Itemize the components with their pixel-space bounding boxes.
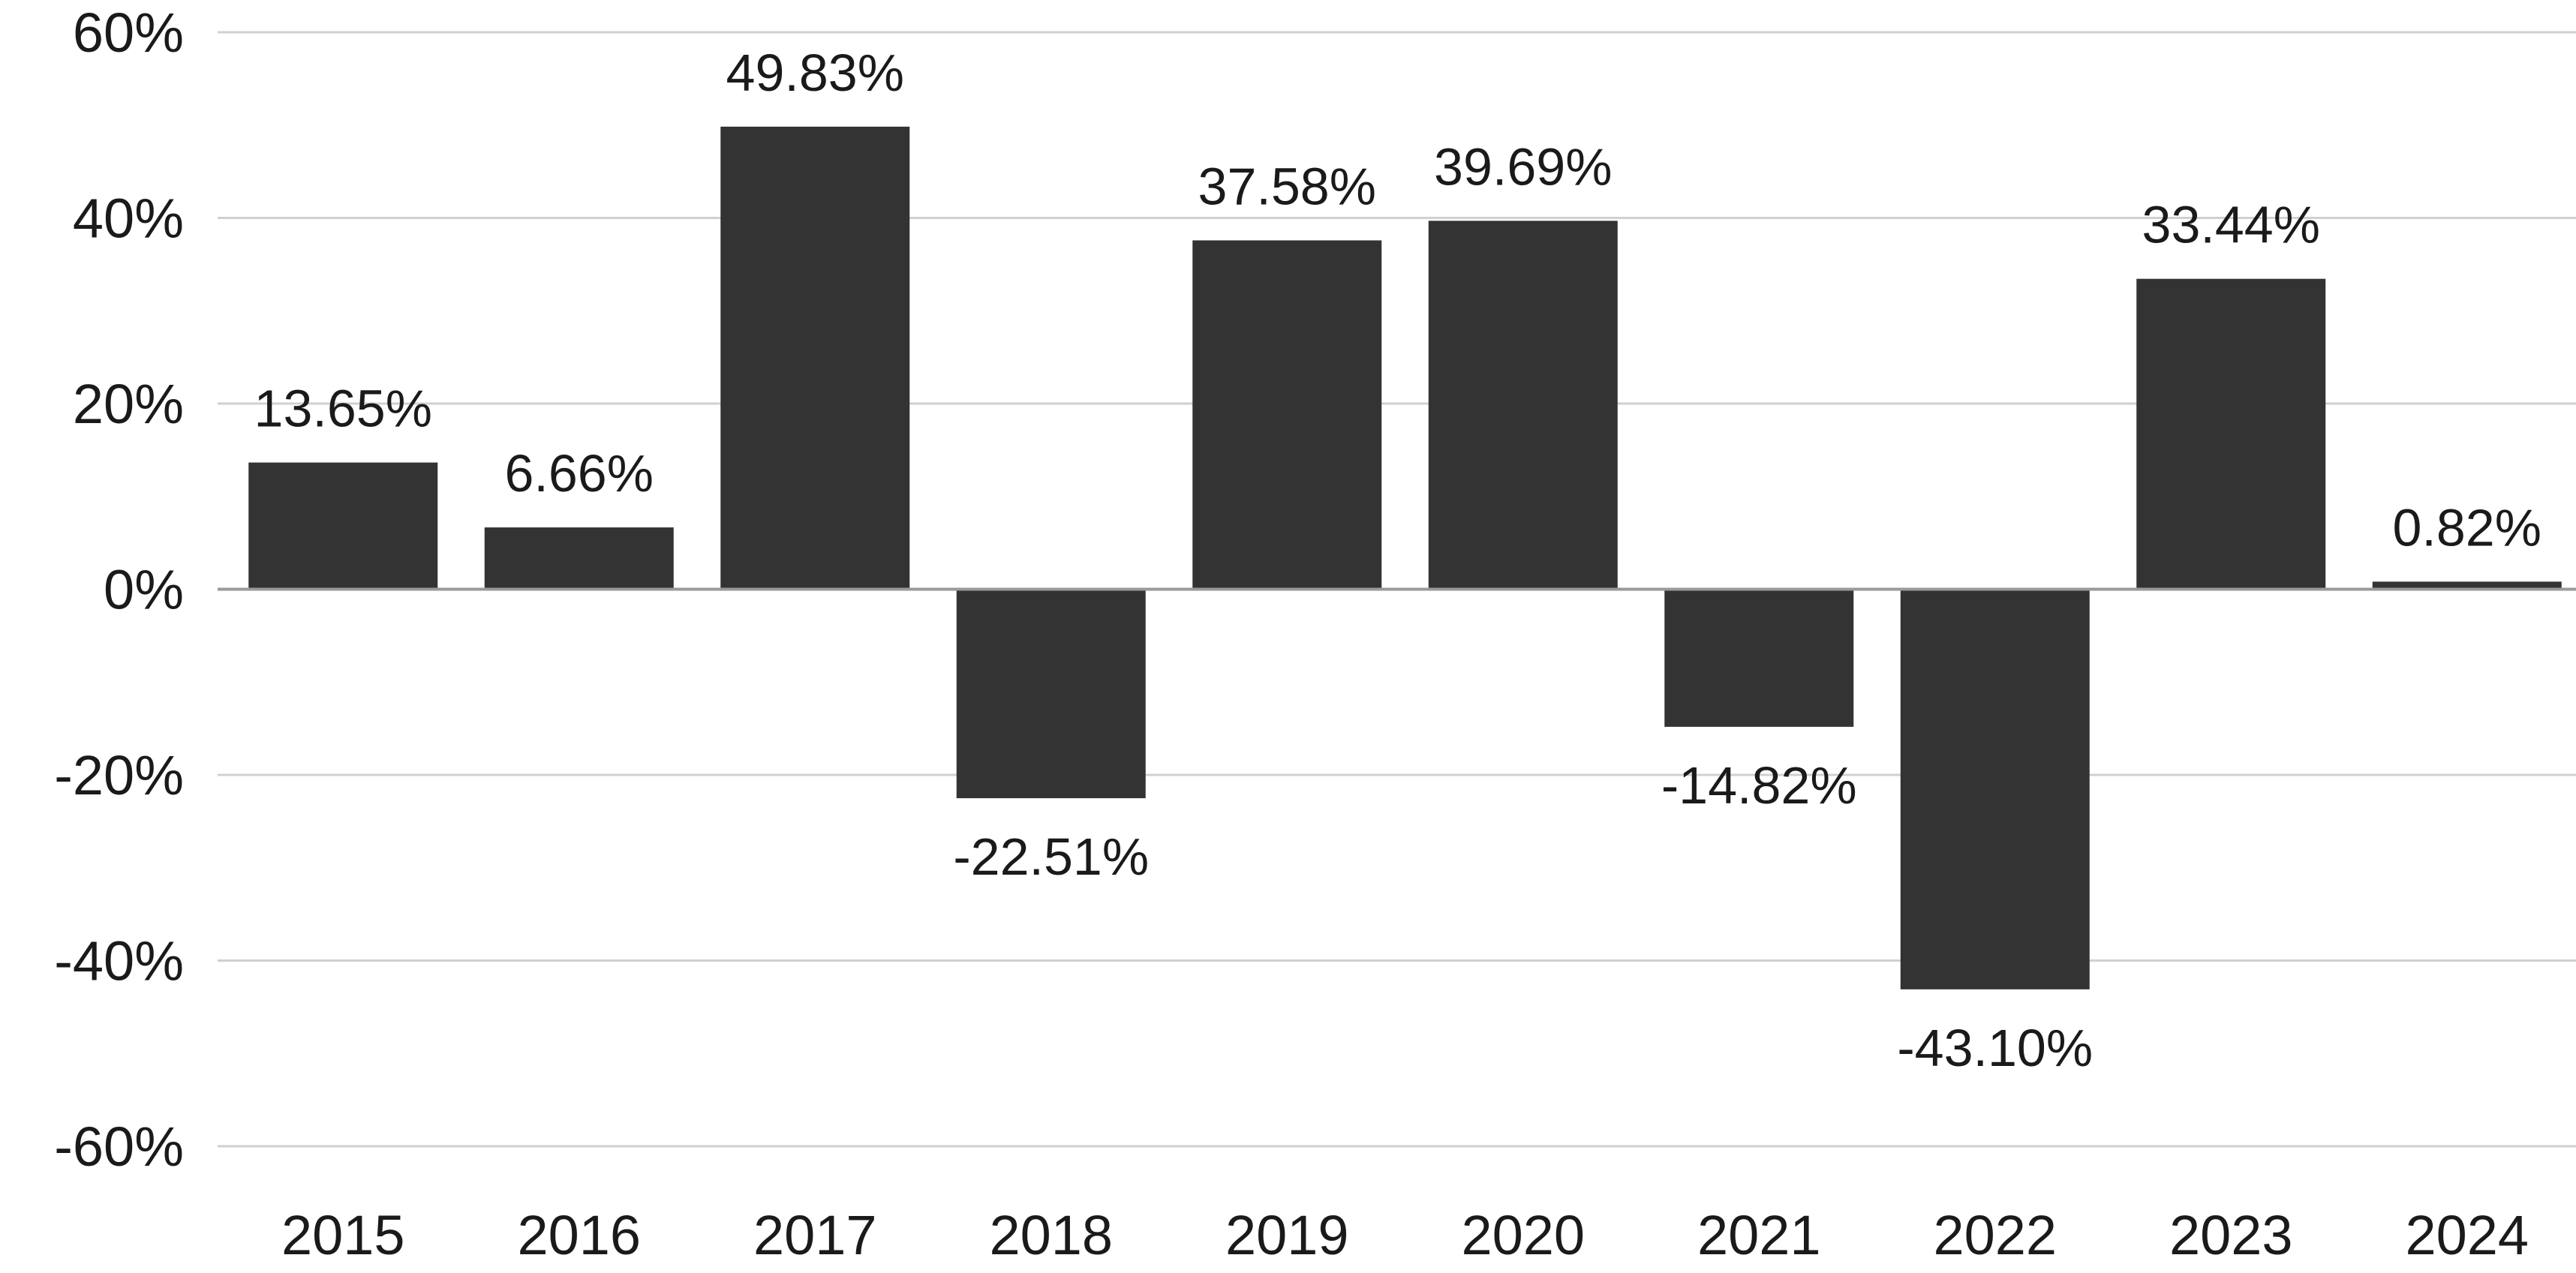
data-label: 39.69% <box>1434 137 1612 196</box>
bar-2018 <box>956 589 1146 799</box>
data-label: 13.65% <box>254 380 432 438</box>
bar-2024 <box>2372 581 2562 590</box>
data-label: -14.82% <box>1661 756 1857 815</box>
x-axis-tick-labels: 2015 2016 2017 2018 2019 2020 2021 2022 2023 2024 <box>281 1204 2529 1266</box>
bar-2015 <box>248 462 438 590</box>
x-tick-label: 2019 <box>1225 1204 1349 1266</box>
data-label: 0.82% <box>2393 498 2541 557</box>
bar-2019 <box>1192 240 1382 590</box>
y-tick-label: -40% <box>54 930 184 992</box>
y-tick-label: 40% <box>73 188 184 250</box>
y-tick-label: -20% <box>54 744 184 806</box>
bar-2017 <box>720 126 910 590</box>
bar-2022 <box>1900 589 2090 989</box>
bar-2020 <box>1428 221 1618 590</box>
data-label: 6.66% <box>505 444 654 503</box>
bars <box>248 126 2562 989</box>
x-tick-label: 2023 <box>2169 1204 2293 1266</box>
x-tick-label: 2015 <box>281 1204 405 1266</box>
x-tick-label: 2024 <box>2405 1204 2529 1266</box>
data-labels: 13.65% 6.66% 49.83% -22.51% 37.58% 39.69% -14.… <box>254 44 2541 1077</box>
gridlines <box>218 31 2576 1148</box>
data-label: -43.10% <box>1897 1019 2093 1077</box>
data-label: 37.58% <box>1198 157 1376 215</box>
x-tick-label: 2022 <box>1933 1204 2057 1266</box>
y-tick-label: 60% <box>73 2 184 64</box>
bar-2023 <box>2136 278 2326 590</box>
x-tick-label: 2017 <box>753 1204 877 1266</box>
data-label: -22.51% <box>953 827 1149 886</box>
x-tick-label: 2021 <box>1697 1204 1821 1266</box>
x-tick-label: 2018 <box>989 1204 1113 1266</box>
data-label: 49.83% <box>726 44 904 102</box>
y-tick-label: 0% <box>104 559 184 621</box>
x-tick-label: 2020 <box>1461 1204 1585 1266</box>
bar-2021 <box>1664 589 1854 727</box>
x-tick-label: 2016 <box>517 1204 641 1266</box>
data-label: 33.44% <box>2142 196 2320 254</box>
y-tick-label: 20% <box>73 373 184 435</box>
bar-2016 <box>484 527 674 590</box>
y-axis-tick-labels: 60% 40% 20% 0% -20% -40% -60% <box>54 2 184 1178</box>
y-tick-label: -60% <box>54 1115 184 1178</box>
